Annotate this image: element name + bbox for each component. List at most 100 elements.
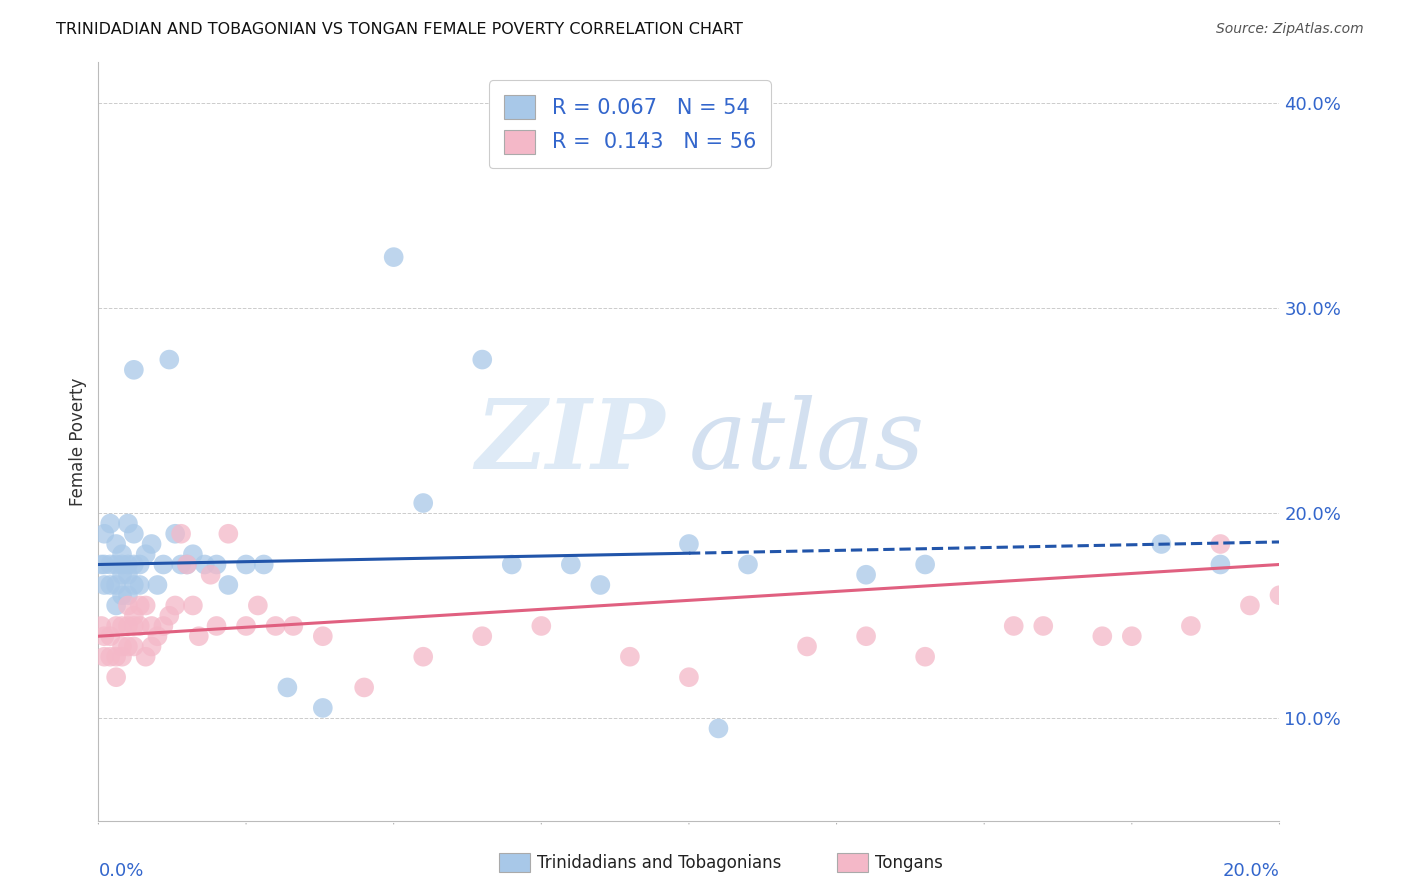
Point (235, 619, 257, 633)
Point (678, 537, 700, 551)
Point (117, 619, 139, 633)
Point (152, 619, 174, 633)
Point (141, 537, 163, 551)
Point (128, 599, 150, 613)
Point (93, 649, 115, 664)
Point (128, 558, 150, 572)
Point (93, 578, 115, 592)
Text: ZIP: ZIP (475, 394, 665, 489)
Point (105, 578, 128, 592)
Point (105, 537, 128, 551)
Point (217, 526, 239, 541)
Point (105, 670, 128, 684)
Point (264, 619, 287, 633)
Point (111, 588, 134, 602)
Point (122, 619, 145, 633)
Point (111, 640, 134, 654)
Point (146, 578, 169, 592)
Point (796, 640, 818, 654)
Point (141, 619, 163, 633)
Point (165, 526, 187, 541)
Point (170, 526, 193, 541)
Point (855, 629, 877, 643)
Point (217, 578, 239, 592)
Point (170, 558, 193, 572)
Point (93, 629, 115, 643)
Point (117, 558, 139, 572)
Point (122, 608, 145, 623)
Point (128, 578, 150, 592)
Point (1209, 558, 1232, 572)
Point (105, 619, 128, 633)
Point (1150, 537, 1173, 551)
Point (276, 681, 298, 695)
Point (111, 558, 134, 572)
Point (914, 649, 936, 664)
Text: Tongans: Tongans (875, 854, 942, 871)
Point (283, 619, 305, 633)
Point (105, 649, 128, 664)
Point (122, 363, 145, 377)
Point (312, 629, 335, 643)
Point (117, 588, 139, 602)
Point (141, 640, 163, 654)
Point (93, 526, 115, 541)
Point (353, 681, 375, 695)
Text: atlas: atlas (689, 394, 925, 489)
Point (122, 526, 145, 541)
Point (501, 558, 523, 572)
Point (117, 516, 139, 531)
Point (90, 619, 112, 633)
Point (737, 558, 759, 572)
Point (135, 547, 157, 561)
Point (1180, 619, 1202, 633)
Point (122, 640, 145, 654)
Legend: R = 0.067   N = 54, R =  0.143   N = 56: R = 0.067 N = 54, R = 0.143 N = 56 (489, 80, 770, 169)
Point (181, 599, 204, 613)
Point (235, 558, 257, 572)
Point (312, 701, 335, 715)
Text: 0.0%: 0.0% (98, 862, 143, 880)
Point (111, 649, 134, 664)
Point (530, 619, 553, 633)
Point (678, 670, 700, 684)
Text: Trinidadians and Tobagonians: Trinidadians and Tobagonians (537, 854, 782, 871)
Point (157, 352, 180, 367)
Point (1209, 537, 1232, 551)
Point (176, 558, 198, 572)
Point (105, 558, 128, 572)
Point (1239, 599, 1261, 613)
Point (619, 649, 641, 664)
Point (560, 558, 582, 572)
Point (117, 640, 139, 654)
Point (157, 608, 180, 623)
Point (93, 558, 115, 572)
Point (122, 578, 145, 592)
Point (181, 547, 204, 561)
Point (98, 516, 121, 531)
Point (98, 649, 121, 664)
Point (152, 558, 174, 572)
Point (471, 352, 494, 367)
Point (98, 558, 121, 572)
Point (187, 629, 209, 643)
Point (111, 547, 134, 561)
Text: 20.0%: 20.0% (1223, 862, 1279, 880)
Text: TRINIDADIAN AND TOBAGONIAN VS TONGAN FEMALE POVERTY CORRELATION CHART: TRINIDADIAN AND TOBAGONIAN VS TONGAN FEM… (56, 22, 744, 37)
Point (589, 578, 612, 592)
Point (146, 629, 169, 643)
Point (122, 558, 145, 572)
Point (90, 558, 112, 572)
Point (1121, 629, 1143, 643)
Point (412, 496, 434, 510)
Point (128, 619, 150, 633)
Point (135, 599, 157, 613)
Point (176, 558, 198, 572)
Point (117, 599, 139, 613)
Point (1002, 619, 1025, 633)
Point (1032, 619, 1054, 633)
Point (98, 578, 121, 592)
Text: Source: ZipAtlas.com: Source: ZipAtlas.com (1216, 22, 1364, 37)
Point (200, 567, 222, 582)
Point (855, 567, 877, 582)
